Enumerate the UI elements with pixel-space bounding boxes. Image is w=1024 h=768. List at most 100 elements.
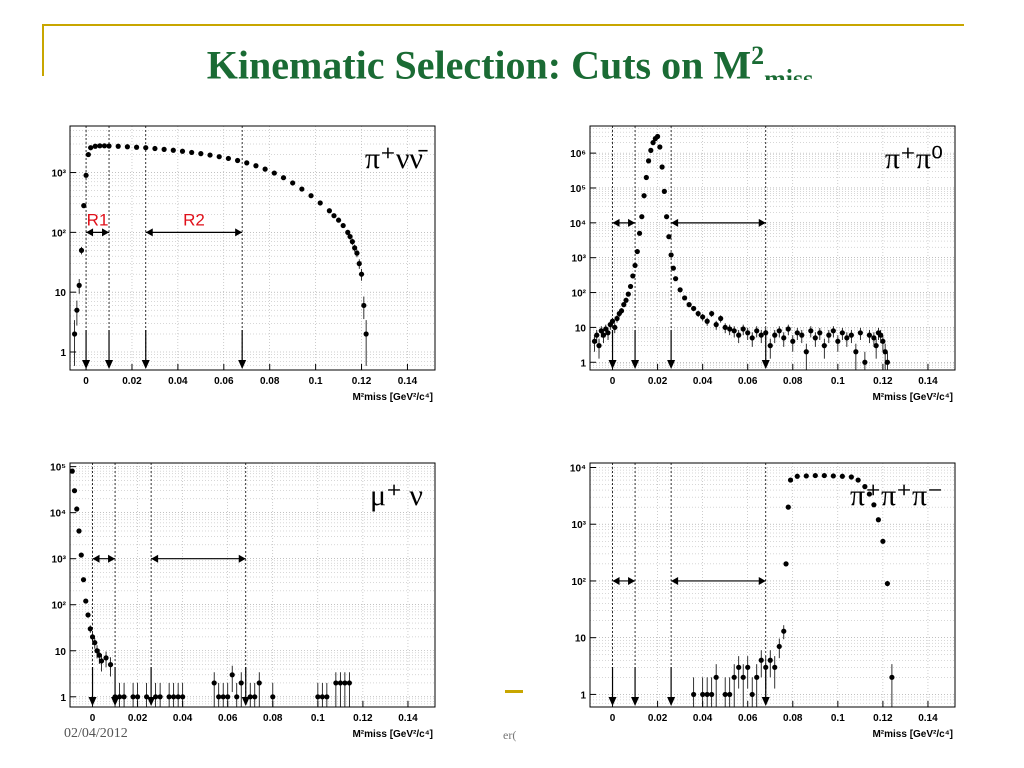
data-point bbox=[247, 694, 253, 700]
data-point bbox=[772, 332, 778, 338]
y-tick-label: 10⁶ bbox=[570, 149, 586, 160]
x-tick-label: 0.12 bbox=[873, 376, 893, 387]
region-arrow-head bbox=[86, 228, 94, 237]
data-point bbox=[596, 343, 602, 349]
x-tick-label: 0.1 bbox=[311, 713, 325, 724]
x-tick-label: 0.08 bbox=[260, 376, 280, 387]
data-point bbox=[116, 694, 123, 700]
data-point bbox=[600, 332, 607, 338]
data-point bbox=[234, 694, 240, 700]
x-tick-label: 0.06 bbox=[214, 376, 234, 387]
data-point bbox=[234, 157, 241, 164]
data-point bbox=[78, 247, 85, 253]
x-tick-label: 0.1 bbox=[831, 376, 845, 387]
x-tick-label: 0.14 bbox=[398, 376, 418, 387]
cut-arrow-head bbox=[147, 697, 156, 706]
region-arrow-head bbox=[102, 228, 110, 237]
data-point bbox=[112, 694, 118, 700]
data-point bbox=[166, 694, 172, 700]
data-point bbox=[767, 343, 773, 349]
data-point bbox=[623, 297, 629, 303]
region-arrow-head bbox=[145, 228, 153, 237]
data-point bbox=[598, 328, 604, 334]
data-point bbox=[134, 694, 141, 700]
data-point bbox=[220, 694, 226, 700]
data-point bbox=[763, 330, 769, 336]
data-point bbox=[315, 694, 321, 700]
data-points bbox=[71, 143, 369, 366]
data-point bbox=[722, 324, 728, 331]
data-point bbox=[673, 276, 679, 282]
data-point bbox=[763, 664, 769, 670]
data-point bbox=[866, 491, 872, 497]
data-point bbox=[171, 694, 177, 700]
y-tick-label: 1 bbox=[60, 693, 66, 704]
data-point bbox=[700, 691, 706, 698]
data-point bbox=[709, 691, 715, 698]
data-point bbox=[632, 262, 638, 269]
data-point bbox=[776, 643, 782, 650]
data-point bbox=[666, 234, 672, 240]
y-tick-label: 10 bbox=[55, 288, 67, 299]
data-point bbox=[115, 143, 121, 149]
x-tick-label: 0.12 bbox=[352, 376, 372, 387]
data-point bbox=[103, 655, 109, 661]
x-tick-label: 0.02 bbox=[648, 376, 668, 387]
data-point bbox=[731, 674, 737, 680]
data-point bbox=[170, 147, 176, 153]
data-point bbox=[83, 172, 89, 178]
data-point bbox=[736, 332, 742, 338]
data-point bbox=[244, 160, 250, 166]
data-point bbox=[648, 147, 654, 153]
data-point bbox=[354, 250, 360, 256]
region-arrow-head bbox=[758, 576, 766, 585]
plot-panel-pinunu: 1 10 10² 10³ 0 0.02 0.04 0.06 0.08 0.1 0.12 0.14 M²m… bbox=[40, 118, 440, 408]
data-point bbox=[161, 146, 167, 152]
data-point bbox=[337, 680, 343, 686]
process-label: π⁺π⁰ bbox=[885, 142, 943, 175]
x-tick-label: 0.02 bbox=[648, 713, 668, 724]
data-point bbox=[179, 148, 186, 154]
data-point bbox=[803, 349, 809, 355]
y-tick-label: 10³ bbox=[572, 520, 587, 531]
x-tick-label: 0.04 bbox=[168, 376, 188, 387]
region-arrow-head bbox=[628, 218, 636, 227]
x-axis-label: M²miss [GeV²/c⁴] bbox=[872, 729, 953, 740]
data-point bbox=[271, 170, 277, 176]
data-point bbox=[94, 648, 100, 654]
data-point bbox=[198, 151, 204, 157]
cut-arrow-head bbox=[241, 697, 250, 706]
data-point bbox=[767, 657, 773, 663]
data-point bbox=[270, 694, 276, 700]
x-tick-label: 0 bbox=[90, 713, 96, 724]
data-point bbox=[661, 188, 667, 194]
data-point bbox=[331, 213, 337, 219]
chart-pipi0: 1 10 10² 10³ 10⁴ 10⁵ 10⁶ 0 0.02 0.04 0.06 0.08 0.1 0.… bbox=[570, 125, 956, 403]
x-tick-label: 0 bbox=[610, 376, 616, 387]
x-tick-label: 0.1 bbox=[831, 713, 845, 724]
x-tick-label: 0.06 bbox=[738, 376, 758, 387]
region-arrow-head bbox=[628, 576, 636, 585]
y-tick-label: 10² bbox=[572, 577, 587, 588]
data-point bbox=[238, 680, 244, 686]
data-point bbox=[880, 538, 886, 544]
data-point bbox=[207, 152, 213, 158]
data-point bbox=[256, 680, 262, 686]
x-tick-label: 0.04 bbox=[693, 713, 713, 724]
data-point bbox=[88, 145, 94, 151]
data-point bbox=[808, 328, 814, 334]
data-point bbox=[144, 694, 150, 700]
data-point bbox=[668, 252, 674, 258]
x-tick-label: 0.04 bbox=[173, 713, 193, 724]
cut-arrow-head bbox=[82, 360, 91, 369]
x-tick-label: 0.08 bbox=[263, 713, 283, 724]
x-tick-label: 0 bbox=[610, 713, 616, 724]
x-tick-label: 0.12 bbox=[873, 713, 893, 724]
footer-text-fragment: er( bbox=[503, 728, 517, 742]
data-point bbox=[87, 626, 93, 632]
data-point bbox=[107, 662, 114, 668]
data-point bbox=[76, 282, 82, 288]
chart-munu: 1 10 10² 10³ 10⁴ 10⁵ 0 0.02 0.04 0.06 0.08 0.1 0.12 0… bbox=[50, 462, 436, 740]
data-point bbox=[878, 332, 884, 338]
data-point bbox=[216, 154, 222, 160]
